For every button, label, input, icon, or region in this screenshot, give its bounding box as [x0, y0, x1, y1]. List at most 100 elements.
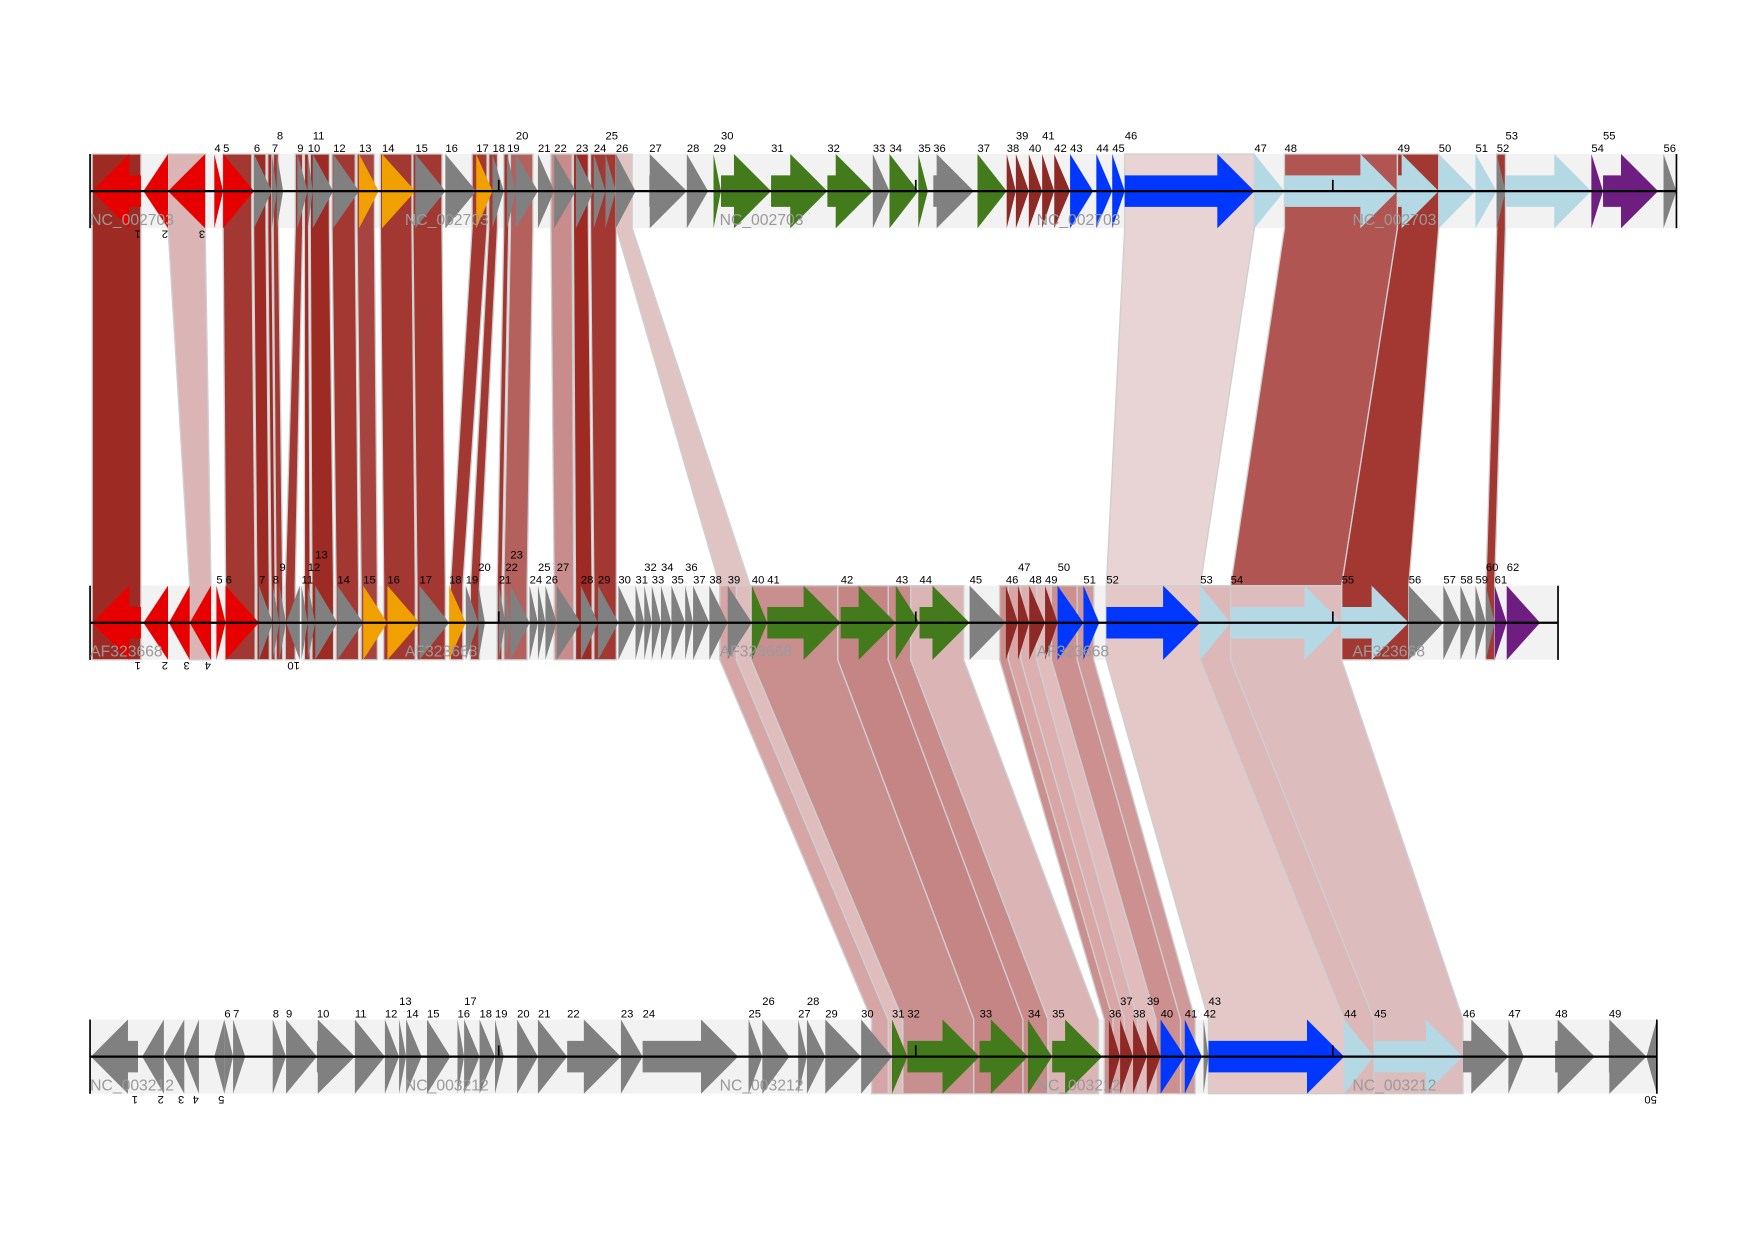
- gene-label: 29: [714, 143, 727, 155]
- gene-label: 38: [1133, 1008, 1146, 1020]
- gene-label: 40: [1029, 143, 1042, 155]
- gene-label: 36: [685, 562, 698, 574]
- gene-label: 10: [287, 659, 299, 671]
- gene-label: 28: [581, 574, 594, 586]
- comparison-band: [222, 153, 256, 661]
- gene-label: 4: [205, 659, 211, 671]
- gene-label: 20: [516, 130, 529, 142]
- gene-label: 12: [308, 562, 321, 574]
- track-name-label: AF323668: [720, 643, 793, 660]
- track-name-label: NC_003212: [1352, 1077, 1436, 1094]
- comparison-band: [550, 153, 575, 661]
- gene-label: 44: [920, 574, 933, 586]
- gene-label: 32: [827, 143, 840, 155]
- gene-label: 15: [363, 574, 376, 586]
- gene-label: 60: [1486, 562, 1499, 574]
- track-name-label: AF323668: [1352, 643, 1425, 660]
- gene-label: 31: [636, 574, 649, 586]
- gene-label: 31: [892, 1008, 905, 1020]
- gene-label: 3: [183, 659, 189, 671]
- comparison-bands: [91, 153, 1507, 1095]
- gene-label: 27: [649, 143, 662, 155]
- gene-label: 19: [466, 574, 479, 586]
- gene-label: 10: [308, 143, 321, 155]
- gene-label: 2: [162, 227, 168, 239]
- gene-label: 39: [728, 574, 741, 586]
- gene-label: 1: [135, 227, 141, 239]
- gene-label: 26: [616, 143, 628, 155]
- gene-label: 14: [406, 1008, 418, 1020]
- gene-label: 26: [762, 996, 775, 1008]
- gene-label: 45: [1374, 1008, 1387, 1020]
- gene-label: 5: [218, 1093, 224, 1105]
- gene-label: 49: [1397, 143, 1410, 155]
- gene-label: 57: [1443, 574, 1456, 586]
- gene-label: 43: [1070, 143, 1083, 155]
- gene-label: 47: [1018, 562, 1030, 574]
- gene-label: 50: [1058, 562, 1071, 574]
- gene-label: 34: [890, 143, 903, 155]
- gene-label: 46: [1463, 1008, 1476, 1020]
- gene-label: 16: [445, 143, 458, 155]
- gene-label: 9: [286, 1008, 292, 1020]
- gene-label: 9: [279, 562, 285, 574]
- gene-label: 14: [337, 574, 350, 586]
- gene-label: 15: [415, 143, 427, 155]
- gene-label: 21: [538, 1008, 551, 1020]
- gene-label: 36: [1109, 1008, 1122, 1020]
- gene-label: 19: [507, 143, 519, 155]
- gene-label: 40: [1161, 1008, 1174, 1020]
- gene-label: 12: [385, 1008, 397, 1020]
- track-name-label: NC_003212: [1037, 1077, 1121, 1094]
- gene-label: 22: [554, 143, 567, 155]
- gene-label: 18: [480, 1008, 493, 1020]
- gene-label: 25: [606, 130, 619, 142]
- gene-label: 21: [499, 574, 511, 586]
- gene-label: 5: [223, 143, 229, 155]
- gene-label: 30: [721, 130, 734, 142]
- gene-label: 13: [399, 996, 412, 1008]
- gene-label: 38: [709, 574, 722, 586]
- gene-label: 2: [158, 1093, 164, 1105]
- gene-label: 22: [505, 562, 518, 574]
- comparison-band: [91, 153, 142, 661]
- gene-label: 56: [1409, 574, 1422, 586]
- gene-label: 9: [297, 143, 303, 155]
- gene-label: 3: [178, 1093, 184, 1105]
- gene-label: 11: [313, 130, 325, 142]
- gene-label: 39: [1147, 996, 1160, 1008]
- gene-label: 47: [1508, 1008, 1521, 1020]
- gene-label: 25: [538, 562, 551, 574]
- gene-label: 26: [545, 574, 558, 586]
- comparison-band: [309, 153, 335, 661]
- gene-label: 24: [530, 574, 543, 586]
- gene-label: 11: [355, 1008, 367, 1020]
- comparison-band: [284, 153, 304, 661]
- gene-label: 54: [1591, 143, 1604, 155]
- gene-label: 16: [457, 1008, 470, 1020]
- gene-label: 34: [1028, 1008, 1041, 1020]
- gene-label: 43: [1209, 996, 1222, 1008]
- gene-label: 48: [1555, 1008, 1568, 1020]
- gene-label: 51: [1475, 143, 1488, 155]
- gene-label: 27: [798, 1008, 811, 1020]
- gene-label: 50: [1644, 1093, 1657, 1105]
- gene-label: 4: [214, 143, 220, 155]
- gene-label: 53: [1505, 130, 1518, 142]
- track-name-label: NC_003212: [720, 1077, 804, 1094]
- gene-label: 20: [478, 562, 491, 574]
- gene-label: 62: [1507, 562, 1520, 574]
- gene-label: 52: [1106, 574, 1119, 586]
- gene-label: 47: [1254, 143, 1267, 155]
- gene-label: 41: [767, 574, 780, 586]
- track-name-label: NC_003212: [90, 1077, 174, 1094]
- gene-label: 30: [618, 574, 630, 586]
- gene-label: 17: [464, 996, 476, 1008]
- gene-label: 37: [1120, 996, 1132, 1008]
- gene-label: 30: [861, 1008, 874, 1020]
- track-name-label: NC_002703: [720, 212, 804, 229]
- gene-label: 41: [1042, 130, 1055, 142]
- gene-label: 22: [567, 1008, 580, 1020]
- track-name-label: AF323668: [90, 643, 163, 660]
